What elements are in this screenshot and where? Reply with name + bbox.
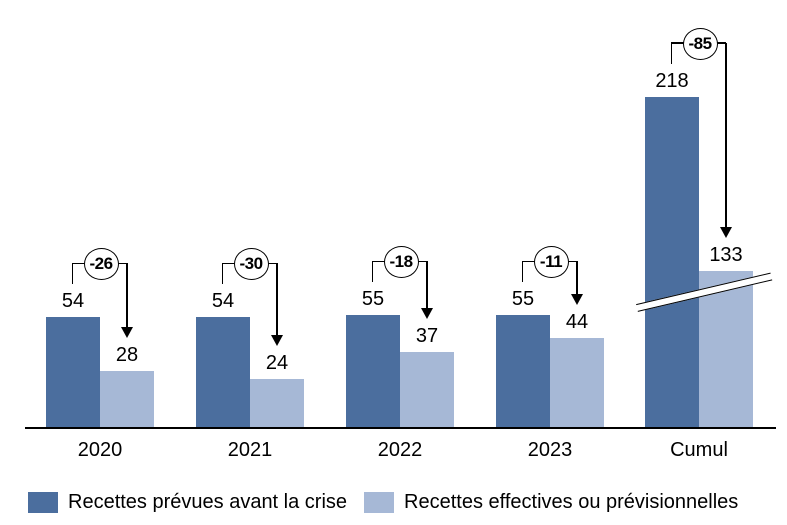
annotation-difference-circle-2022: -18 [383, 246, 419, 279]
bar-prevues-Cumul [645, 97, 699, 428]
bar-prevues-2020 [46, 317, 100, 428]
bar-effectives-2022 [400, 352, 454, 428]
value-label-effectives-2020: 28 [115, 343, 139, 366]
annotation-difference-circle-Cumul: -85 [682, 28, 718, 61]
value-label-prevues-2022: 55 [361, 288, 385, 311]
x-axis-label-2023: 2023 [527, 439, 573, 461]
bar-effectives-2023 [550, 337, 604, 428]
legend-item-effectives: Recettes effectives ou prévisionnelles [364, 491, 738, 513]
bar-prevues-2023 [496, 315, 550, 428]
annotation-difference-circle-2020: -26 [83, 248, 119, 281]
value-label-prevues-2021: 54 [211, 290, 235, 313]
value-label-prevues-2020: 54 [61, 290, 85, 313]
annotation-arrow-line-2021 [276, 263, 278, 336]
legend-swatch-prevues [28, 491, 58, 513]
annotation-arrowhead-2020 [120, 326, 133, 338]
annotation-arrowhead-2022 [420, 308, 433, 320]
annotation-arrowhead-2023 [570, 293, 583, 305]
annotation-arrow-line-Cumul [725, 43, 727, 229]
x-axis-line [25, 427, 776, 429]
value-label-effectives-Cumul: 133 [709, 244, 743, 267]
annotation-difference-circle-2021: -30 [233, 248, 269, 281]
x-axis-label-2020: 2020 [77, 439, 123, 461]
legend-label-prevues: Recettes prévues avant la crise [68, 491, 348, 513]
value-label-prevues-Cumul: 218 [655, 70, 689, 93]
legend-swatch-effectives [364, 491, 395, 513]
annotation-arrowhead-2021 [270, 334, 283, 346]
bar-effectives-Cumul [699, 271, 753, 428]
annotation-bracket-left-tick-2022 [372, 261, 374, 283]
annotation-bracket-left-tick-Cumul [671, 43, 673, 65]
bar-effectives-2021 [250, 378, 304, 428]
annotation-bracket-left-tick-2023 [522, 261, 524, 283]
value-label-effectives-2021: 24 [265, 351, 289, 374]
value-label-effectives-2022: 37 [415, 325, 439, 348]
annotation-arrow-line-2022 [426, 261, 428, 310]
bar-prevues-2021 [196, 317, 250, 428]
x-axis-label-Cumul: Cumul [670, 439, 728, 461]
annotation-bracket-left-tick-2020 [72, 263, 74, 285]
annotation-arrow-line-2020 [126, 263, 128, 328]
legend-item-prevues: Recettes prévues avant la crise [28, 491, 347, 513]
annotation-difference-circle-2023: -11 [533, 246, 569, 279]
x-axis-label-2022: 2022 [377, 439, 423, 461]
x-axis-label-2021: 2021 [227, 439, 273, 461]
value-label-effectives-2023: 44 [565, 310, 589, 333]
annotation-arrow-line-2023 [576, 261, 578, 295]
bar-effectives-2020 [100, 370, 154, 428]
annotation-bracket-left-tick-2021 [222, 263, 224, 285]
legend-label-effectives: Recettes effectives ou prévisionnelles [404, 491, 739, 513]
annotation-arrowhead-Cumul [719, 227, 732, 239]
legend: Recettes prévues avant la crise Recettes… [28, 491, 738, 513]
bar-prevues-2022 [346, 315, 400, 428]
value-label-prevues-2023: 55 [511, 288, 535, 311]
